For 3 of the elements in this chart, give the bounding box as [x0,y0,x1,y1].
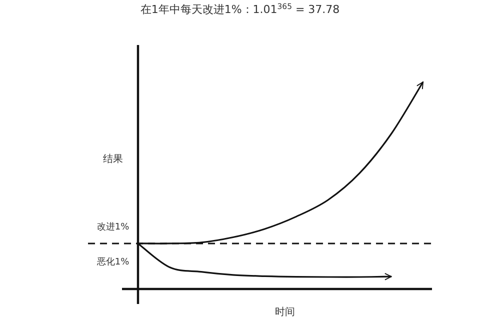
xlabel: 时间 [275,307,295,318]
title: 在1年中每天改进1%：1.01$^{365}$ = 37.78 [140,2,340,16]
ylabel: 结果 [103,154,123,165]
